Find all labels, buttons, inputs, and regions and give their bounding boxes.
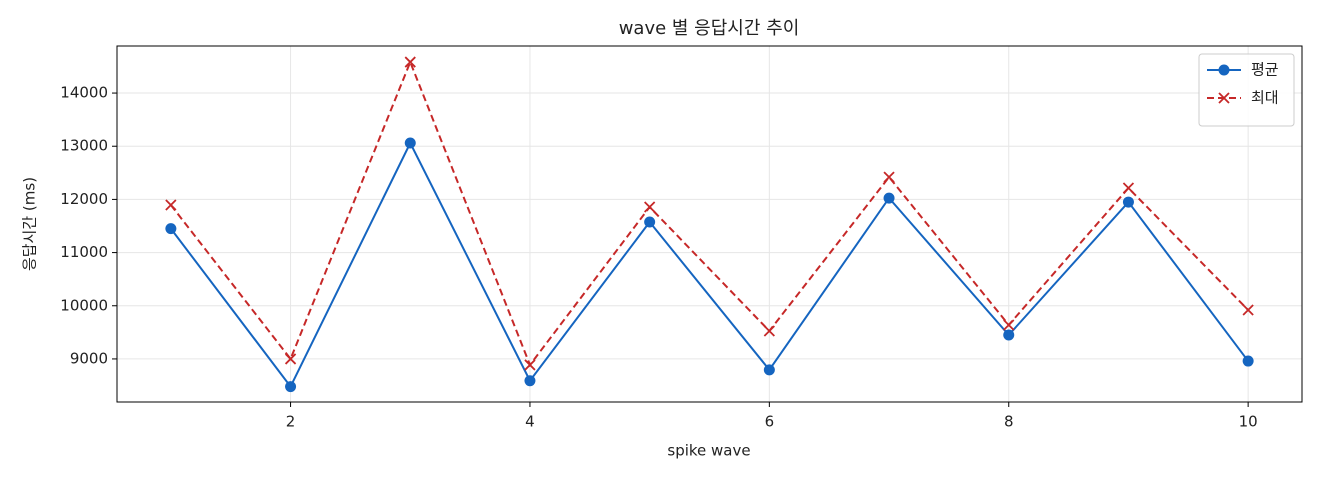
y-tick-label: 10000: [60, 296, 108, 314]
x-tick-label: 2: [286, 413, 296, 431]
marker: [763, 325, 775, 337]
marker: [165, 223, 177, 235]
legend-label: 평균: [1251, 61, 1279, 79]
y-tick-label: 9000: [70, 349, 108, 367]
marker: [1242, 304, 1254, 316]
marker: [644, 201, 656, 213]
marker: [644, 216, 656, 228]
y-tick-label: 11000: [60, 243, 108, 261]
marker: [284, 353, 297, 365]
x-axis-label: spike wave: [667, 442, 750, 460]
marker: [524, 359, 536, 371]
plot-frame: [116, 45, 1303, 403]
legend-label: 최대: [1251, 89, 1279, 107]
x-tick-label: 10: [1239, 413, 1258, 431]
marker: [1242, 355, 1254, 367]
y-axis-label: 응답시간 (ms): [21, 177, 39, 271]
x-tick-label: 6: [765, 413, 775, 431]
legend-marker: [1218, 64, 1230, 76]
marker: [404, 137, 416, 149]
y-tick-label: 13000: [60, 137, 108, 155]
marker: [524, 375, 536, 387]
series-line: [170, 140, 1249, 389]
marker: [1003, 319, 1015, 331]
chart-title: wave 별 응답시간 추이: [619, 18, 800, 39]
marker: [285, 381, 297, 393]
legend-marker: [1218, 92, 1230, 104]
x-tick-label: 8: [1004, 413, 1014, 431]
marker: [1122, 182, 1135, 194]
legend-box: [1198, 53, 1295, 127]
marker: [763, 364, 775, 376]
marker: [1122, 196, 1134, 208]
marker: [404, 56, 416, 68]
marker: [883, 171, 895, 183]
y-tick-label: 12000: [60, 190, 108, 208]
series-line: [170, 59, 1249, 367]
marker: [883, 192, 895, 204]
y-tick-label: 14000: [60, 84, 108, 102]
marker: [165, 199, 177, 211]
x-tick-label: 4: [525, 413, 535, 431]
marker: [1003, 329, 1015, 341]
